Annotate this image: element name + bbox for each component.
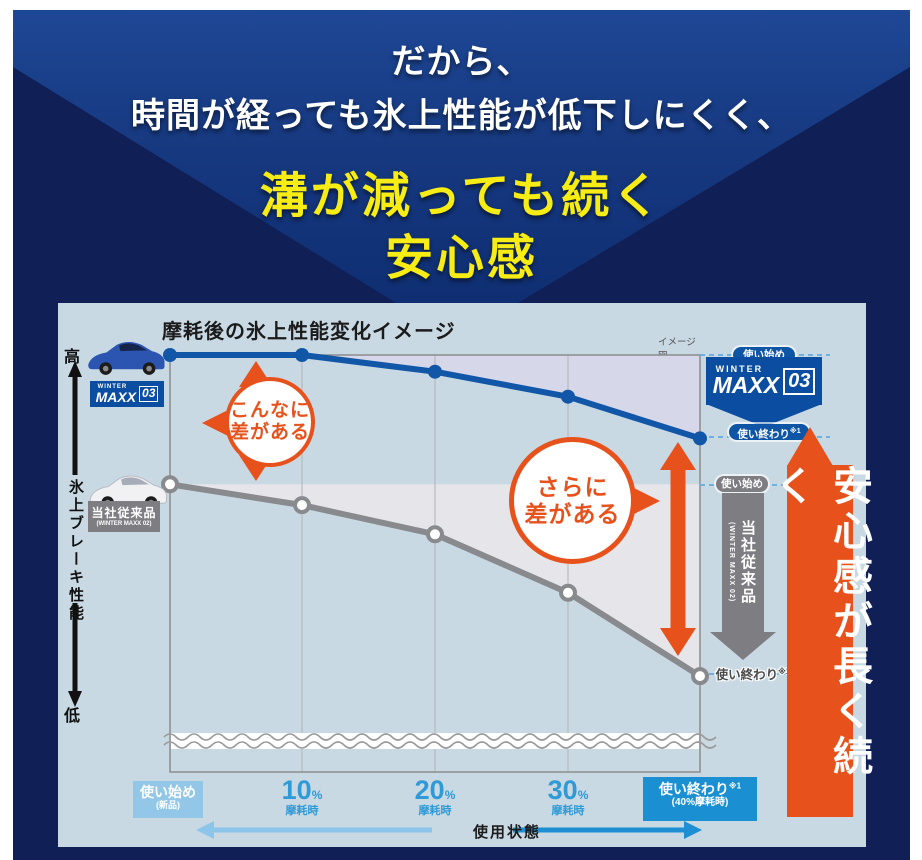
y-axis-arrow (68, 361, 82, 707)
maxx03-badge: WINTER MAXX 03 (90, 381, 164, 407)
y-axis-title: 氷上ブレーキ性能 (67, 479, 84, 623)
legacy-lifespan-arrow: (WINTER MAXX 02) 当社従来品 (722, 493, 764, 632)
banner-text: 安心感が長く続く (769, 465, 871, 780)
header-banner: だから、 時間が経っても氷上性能が低下しにくく、 溝が減っても続く 安心感 (13, 10, 910, 310)
bubble1-pointer (202, 410, 228, 436)
headline-2: 時間が経っても氷上性能が低下しにくく、 (131, 97, 792, 135)
legacy-end-label: 使い終わり※1 (715, 666, 791, 682)
y-axis-high-label: 高 (64, 349, 81, 366)
plot-border (169, 354, 701, 773)
y-axis-low-label: 低 (64, 708, 81, 725)
series-point-1 (293, 496, 311, 515)
axis-break-mask (171, 733, 699, 749)
wave-line-bottom (163, 741, 717, 749)
x-label-start: 使い始め (新品) (133, 781, 203, 818)
bubble2-pointer (632, 487, 660, 515)
data-series (161, 348, 709, 686)
legacy-start-pill: 使い始め (716, 476, 768, 492)
series-point-0 (163, 348, 177, 362)
x-label-20pct: 20% 摩耗時 (414, 775, 456, 817)
legacy-badge: 当社従来品 (WINTER MAXX 02) (88, 501, 160, 532)
difference-bubble-worn: さらに 差がある (509, 437, 636, 564)
chart-panel: 摩耗後の氷上性能変化イメージ イメージ図 (58, 303, 871, 847)
series-point-1 (426, 525, 444, 544)
maxx03-logo: WINTER MAXX 03 (96, 384, 159, 404)
headline-4: 安心感 (384, 232, 538, 285)
axis-break-waves (163, 733, 717, 749)
x-label-10pct: 10% 摩耗時 (281, 775, 323, 817)
reassurance-banner: 安心感が長く続く (769, 465, 871, 817)
x-label-30pct: 30% 摩耗時 (547, 775, 589, 817)
series-point-1 (161, 475, 179, 494)
x-axis-title: 使用状態 (472, 824, 541, 841)
wave-line-top (163, 733, 717, 741)
difference-bubble-new: こんなに 差がある (225, 377, 315, 467)
x-label-end: 使い終わり※1 (40%摩耗時) (643, 777, 757, 821)
promo-graphic: だから、 時間が経っても氷上性能が低下しにくく、 溝が減っても続く 安心感 摩耗… (13, 10, 910, 860)
series-point-1 (559, 583, 577, 602)
maxx03-lifespan-badge: WINTER MAXX 03 (706, 357, 822, 405)
series-point-1 (691, 667, 709, 686)
legacy-lifespan-arrowhead (710, 632, 776, 660)
series-point-0 (561, 389, 575, 404)
maxx03-lifespan-arrowhead (706, 404, 822, 427)
diff-arrow-worn (660, 442, 696, 656)
banner-pointer (787, 427, 833, 466)
maxx03-logo-large: WINTER MAXX 03 (713, 365, 816, 397)
maxx03-car-image (88, 342, 165, 375)
x-direction-arrows (196, 821, 702, 839)
series-point-0 (295, 348, 309, 362)
series-point-0 (428, 364, 442, 379)
series-point-0 (693, 431, 707, 446)
chart-title: 摩耗後の氷上性能変化イメージ (162, 321, 456, 343)
headline-3: 溝が減っても続く (259, 170, 664, 223)
headline-1: だから、 (391, 43, 532, 81)
